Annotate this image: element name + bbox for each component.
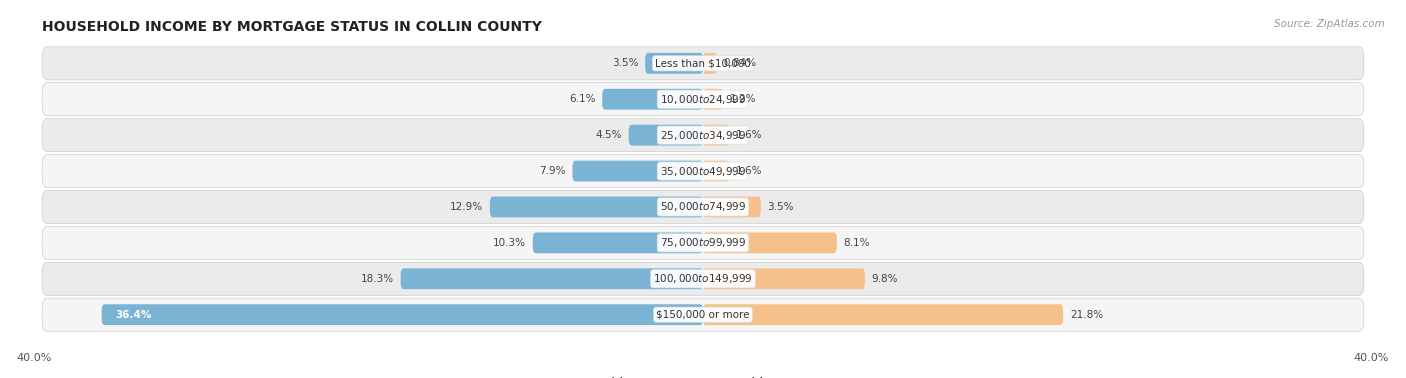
FancyBboxPatch shape	[401, 268, 703, 289]
Text: $150,000 or more: $150,000 or more	[657, 310, 749, 320]
Text: 1.6%: 1.6%	[737, 166, 762, 176]
FancyBboxPatch shape	[572, 161, 703, 181]
Text: $50,000 to $74,999: $50,000 to $74,999	[659, 200, 747, 214]
FancyBboxPatch shape	[42, 298, 1364, 331]
Text: $35,000 to $49,999: $35,000 to $49,999	[659, 164, 747, 178]
Text: 4.5%: 4.5%	[596, 130, 621, 140]
Text: 1.6%: 1.6%	[737, 130, 762, 140]
Text: Source: ZipAtlas.com: Source: ZipAtlas.com	[1274, 19, 1385, 29]
Text: 3.5%: 3.5%	[612, 58, 638, 68]
Text: $75,000 to $99,999: $75,000 to $99,999	[659, 236, 747, 249]
FancyBboxPatch shape	[703, 53, 717, 74]
Text: $10,000 to $24,999: $10,000 to $24,999	[659, 93, 747, 106]
Text: 6.1%: 6.1%	[569, 94, 596, 104]
Text: HOUSEHOLD INCOME BY MORTGAGE STATUS IN COLLIN COUNTY: HOUSEHOLD INCOME BY MORTGAGE STATUS IN C…	[42, 20, 543, 34]
FancyBboxPatch shape	[42, 262, 1364, 295]
FancyBboxPatch shape	[628, 125, 703, 146]
Text: 40.0%: 40.0%	[1354, 353, 1389, 363]
FancyBboxPatch shape	[101, 304, 703, 325]
FancyBboxPatch shape	[533, 232, 703, 253]
Text: 21.8%: 21.8%	[1070, 310, 1102, 320]
Text: 0.84%: 0.84%	[724, 58, 756, 68]
FancyBboxPatch shape	[42, 47, 1364, 80]
FancyBboxPatch shape	[42, 155, 1364, 187]
FancyBboxPatch shape	[703, 125, 730, 146]
FancyBboxPatch shape	[703, 197, 761, 217]
FancyBboxPatch shape	[42, 226, 1364, 259]
Text: 40.0%: 40.0%	[17, 353, 52, 363]
FancyBboxPatch shape	[645, 53, 703, 74]
Legend: Without Mortgage, With Mortgage: Without Mortgage, With Mortgage	[579, 377, 827, 378]
FancyBboxPatch shape	[42, 119, 1364, 152]
Text: 18.3%: 18.3%	[361, 274, 394, 284]
FancyBboxPatch shape	[602, 89, 703, 110]
FancyBboxPatch shape	[42, 191, 1364, 223]
Text: 1.2%: 1.2%	[730, 94, 756, 104]
FancyBboxPatch shape	[703, 89, 723, 110]
Text: 7.9%: 7.9%	[540, 166, 565, 176]
FancyBboxPatch shape	[703, 304, 1063, 325]
Text: $25,000 to $34,999: $25,000 to $34,999	[659, 129, 747, 142]
Text: 3.5%: 3.5%	[768, 202, 794, 212]
FancyBboxPatch shape	[703, 232, 837, 253]
Text: 10.3%: 10.3%	[494, 238, 526, 248]
FancyBboxPatch shape	[42, 83, 1364, 116]
FancyBboxPatch shape	[489, 197, 703, 217]
Text: $100,000 to $149,999: $100,000 to $149,999	[654, 272, 752, 285]
Text: 12.9%: 12.9%	[450, 202, 484, 212]
FancyBboxPatch shape	[703, 161, 730, 181]
FancyBboxPatch shape	[703, 268, 865, 289]
Text: 36.4%: 36.4%	[115, 310, 152, 320]
Text: Less than $10,000: Less than $10,000	[655, 58, 751, 68]
Text: 8.1%: 8.1%	[844, 238, 870, 248]
Text: 9.8%: 9.8%	[872, 274, 898, 284]
